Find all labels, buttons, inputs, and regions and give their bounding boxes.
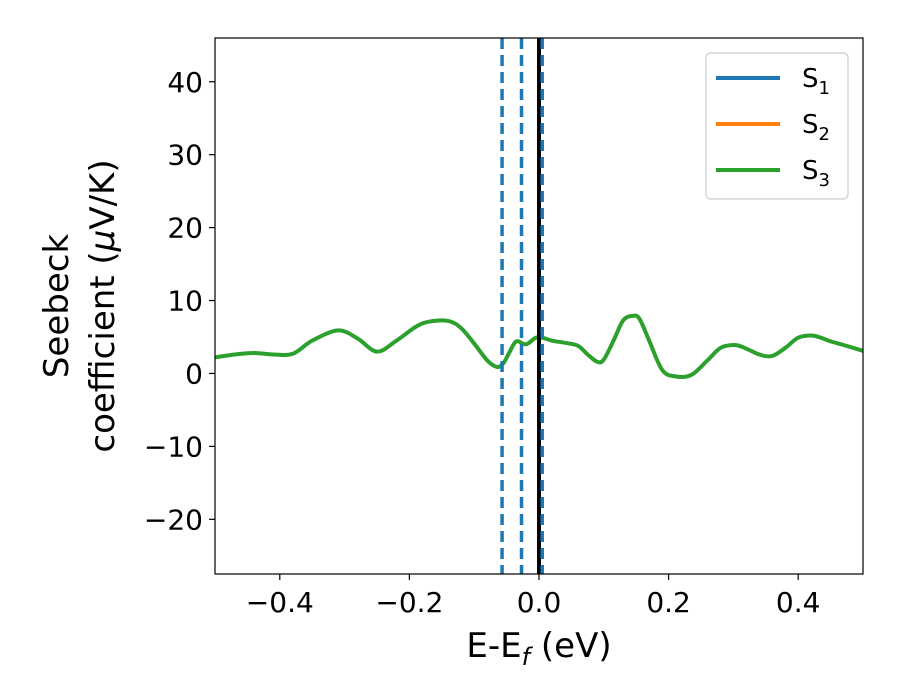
legend-label-s2: S2 [802, 110, 830, 145]
y-tick-label: 20 [167, 212, 203, 245]
x-tick-label: −0.2 [375, 586, 443, 619]
series-line-s3 [215, 313, 863, 379]
y-axis-label: Seebeck coefficient (μV/K) [37, 159, 123, 452]
series-layer [215, 313, 863, 379]
legend: S1 S2 S3 [705, 52, 849, 200]
y-tick-label: 10 [167, 285, 203, 318]
x-axis-ticks: −0.4 −0.2 0.0 0.2 0.4 [246, 574, 821, 619]
legend-label-s3: S3 [802, 156, 830, 191]
y-axis-ticks: −20 −10 0 10 20 30 40 [144, 66, 215, 536]
y-tick-label: 30 [167, 139, 203, 172]
y-axis-label-line1: Seebeck [37, 234, 77, 379]
y-tick-label: −20 [144, 503, 203, 536]
y-axis-label-line2: coefficient (μV/K) [83, 159, 123, 452]
y-tick-label: 40 [167, 66, 203, 99]
x-tick-label: −0.4 [246, 586, 314, 619]
x-tick-label: 0.4 [776, 586, 821, 619]
x-tick-label: 0.2 [646, 586, 691, 619]
x-tick-label: 0.0 [517, 586, 562, 619]
vline-layer [500, 38, 544, 574]
y-tick-label: 0 [185, 357, 203, 390]
x-axis-label: E-Ef (eV) [466, 626, 611, 671]
y-tick-label: −10 [144, 430, 203, 463]
legend-label-s1: S1 [802, 64, 830, 99]
